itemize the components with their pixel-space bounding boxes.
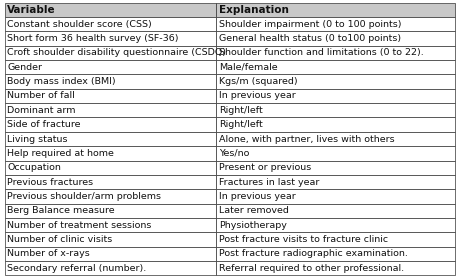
Text: Short form 36 health survey (SF-36): Short form 36 health survey (SF-36) [7, 34, 179, 43]
Bar [5, 118, 216, 132]
Bar [5, 31, 216, 46]
Text: Body mass index (BMI): Body mass index (BMI) [7, 77, 116, 86]
Text: Shoulder function and limitations (0 to 22).: Shoulder function and limitations (0 to … [219, 48, 423, 58]
Bar [5, 146, 216, 160]
Bar [5, 189, 216, 203]
Text: Constant shoulder score (CSS): Constant shoulder score (CSS) [7, 20, 152, 29]
Bar [216, 247, 454, 261]
Bar [216, 218, 454, 232]
Text: Right/left: Right/left [219, 106, 263, 115]
Text: Explanation: Explanation [219, 5, 289, 15]
Text: Number of fall: Number of fall [7, 91, 75, 100]
Text: Male/female: Male/female [219, 63, 277, 72]
Bar [216, 89, 454, 103]
Text: Post fracture radiographic examination.: Post fracture radiographic examination. [219, 249, 407, 258]
Text: Later removed: Later removed [219, 206, 289, 215]
Bar [216, 203, 454, 218]
Text: Number of x-rays: Number of x-rays [7, 249, 90, 258]
Bar [5, 60, 216, 75]
Text: Dominant arm: Dominant arm [7, 106, 76, 115]
Text: Shoulder impairment (0 to 100 points): Shoulder impairment (0 to 100 points) [219, 20, 401, 29]
Text: Gender: Gender [7, 63, 42, 72]
Bar [5, 232, 216, 247]
Bar [5, 247, 216, 261]
Text: In previous year: In previous year [219, 192, 295, 201]
Bar [5, 175, 216, 189]
Bar [216, 75, 454, 89]
Bar [5, 261, 216, 275]
Text: Side of fracture: Side of fracture [7, 120, 81, 129]
Bar [216, 103, 454, 118]
Bar [216, 3, 454, 17]
Bar [216, 46, 454, 60]
Text: Number of treatment sessions: Number of treatment sessions [7, 220, 151, 230]
Bar [5, 132, 216, 146]
Text: Fractures in last year: Fractures in last year [219, 178, 319, 187]
Text: Variable: Variable [7, 5, 56, 15]
Bar [5, 89, 216, 103]
Bar [216, 175, 454, 189]
Text: Present or previous: Present or previous [219, 163, 311, 172]
Bar [216, 60, 454, 75]
Text: Kgs/m (squared): Kgs/m (squared) [219, 77, 297, 86]
Bar [5, 75, 216, 89]
Text: Right/left: Right/left [219, 120, 263, 129]
Bar [216, 132, 454, 146]
Bar [216, 31, 454, 46]
Text: Yes/no: Yes/no [219, 149, 249, 158]
Bar [216, 232, 454, 247]
Bar [216, 261, 454, 275]
Text: General health status (0 to100 points): General health status (0 to100 points) [219, 34, 401, 43]
Text: Previous shoulder/arm problems: Previous shoulder/arm problems [7, 192, 161, 201]
Text: Alone, with partner, lives with others: Alone, with partner, lives with others [219, 135, 394, 143]
Bar [5, 17, 216, 31]
Text: Post fracture visits to fracture clinic: Post fracture visits to fracture clinic [219, 235, 387, 244]
Text: Berg Balance measure: Berg Balance measure [7, 206, 115, 215]
Bar [5, 203, 216, 218]
Bar [5, 3, 216, 17]
Text: Occupation: Occupation [7, 163, 61, 172]
Bar [5, 218, 216, 232]
Text: Help required at home: Help required at home [7, 149, 114, 158]
Text: Physiotherapy: Physiotherapy [219, 220, 286, 230]
Text: Living status: Living status [7, 135, 68, 143]
Bar [216, 160, 454, 175]
Bar [5, 46, 216, 60]
Bar [5, 160, 216, 175]
Bar [5, 103, 216, 118]
Text: Croft shoulder disability questionnaire (CSDQ): Croft shoulder disability questionnaire … [7, 48, 226, 58]
Bar [216, 118, 454, 132]
Text: Previous fractures: Previous fractures [7, 178, 93, 187]
Bar [216, 146, 454, 160]
Text: Number of clinic visits: Number of clinic visits [7, 235, 112, 244]
Text: Secondary referral (number).: Secondary referral (number). [7, 264, 146, 272]
Text: In previous year: In previous year [219, 91, 295, 100]
Bar [216, 17, 454, 31]
Text: Referral required to other professional.: Referral required to other professional. [219, 264, 403, 272]
Bar [216, 189, 454, 203]
